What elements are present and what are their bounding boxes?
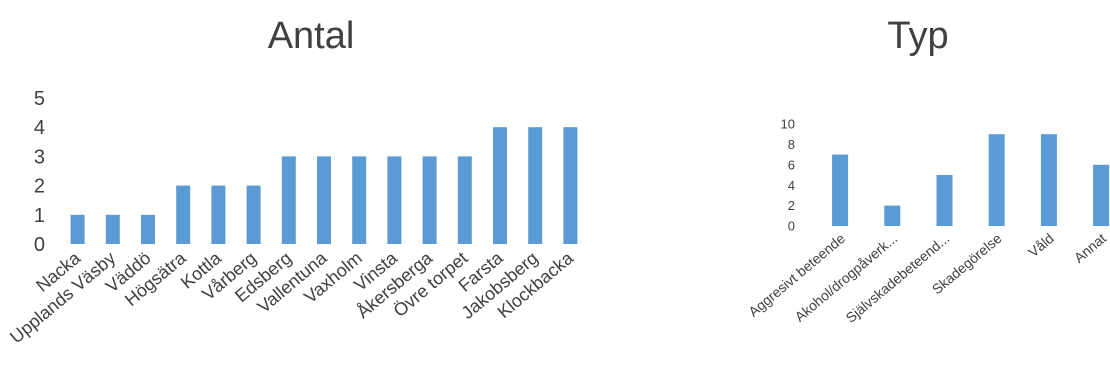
chart-typ-y-tick: 0 xyxy=(788,219,795,234)
chart-typ-title: Typ xyxy=(887,15,948,57)
chart-typ-y-tick: 10 xyxy=(781,117,795,132)
chart-antal-bar xyxy=(563,127,578,244)
chart-antal-y-tick: 1 xyxy=(34,205,45,227)
chart-antal-bars xyxy=(70,127,578,244)
chart-typ-y-axis: 0 2 4 6 8 10 xyxy=(781,117,795,234)
chart-antal-title: Antal xyxy=(268,15,355,57)
chart-antal-bar xyxy=(246,185,261,244)
chart-antal-bar xyxy=(528,127,543,244)
chart-antal-y-tick: 0 xyxy=(34,234,45,256)
chart-antal-bar xyxy=(176,185,191,244)
chart-antal-bar xyxy=(457,156,472,244)
chart-typ-bar xyxy=(1040,134,1057,226)
chart-typ-y-tick: 2 xyxy=(788,198,795,213)
chart-typ-y-tick: 8 xyxy=(788,137,795,152)
chart-antal-bar xyxy=(211,185,226,244)
chart-antal-bar xyxy=(281,156,296,244)
chart-antal-bar xyxy=(105,214,120,244)
chart-antal-bar xyxy=(317,156,331,244)
chart-typ-bar xyxy=(832,154,849,226)
chart-typ: Typ 0 2 4 6 8 10 Aggresivt beteendeAkohol/dro… xyxy=(745,15,1109,326)
chart-antal-bar xyxy=(422,156,437,244)
chart-typ-bars xyxy=(832,134,1110,226)
chart-typ-bar xyxy=(936,175,953,226)
chart-typ-x-tick-label: Våld xyxy=(1025,230,1057,260)
chart-antal-y-tick: 3 xyxy=(34,146,45,168)
chart-typ-y-tick: 6 xyxy=(788,157,795,172)
chart-antal-y-axis: 0 1 2 3 4 5 xyxy=(34,88,45,256)
chart-antal-bar xyxy=(387,156,402,244)
chart-antal-bar xyxy=(141,214,155,244)
chart-typ-y-tick: 4 xyxy=(788,178,795,193)
chart-antal-y-tick: 2 xyxy=(34,176,45,198)
chart-antal-y-tick: 4 xyxy=(34,117,45,139)
chart-antal-y-tick: 5 xyxy=(34,88,45,110)
chart-typ-x-axis: Aggresivt beteendeAkohol/drogpåverk...Sj… xyxy=(745,230,1109,326)
chart-typ-bar xyxy=(1093,164,1110,226)
chart-typ-bar xyxy=(988,134,1005,226)
chart-antal-bar xyxy=(493,127,507,244)
chart-typ-x-tick-label: Aggresivt beteende xyxy=(745,230,848,320)
chart-antal-bar xyxy=(352,156,367,244)
chart-typ-x-tick-label: Annat xyxy=(1071,230,1109,266)
chart-antal-bar xyxy=(70,214,85,244)
chart-typ-bar xyxy=(884,205,901,226)
